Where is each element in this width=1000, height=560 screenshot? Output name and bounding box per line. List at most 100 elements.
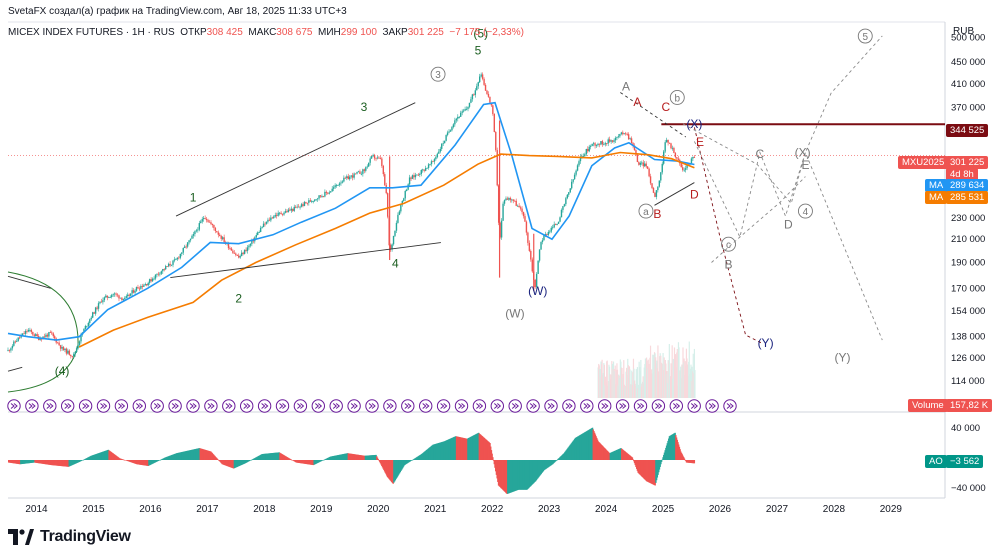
candle-body [140, 286, 142, 289]
ao-bar [575, 437, 577, 460]
candle-body [546, 234, 548, 235]
ao-bar [302, 460, 305, 464]
publish-line: SvetaFX создал(а) график на TradingView.… [8, 6, 347, 17]
ao-bar [640, 460, 643, 477]
candle-body [49, 332, 52, 333]
replay-marker-arrows [314, 403, 323, 409]
ao-bar [519, 460, 521, 490]
ao-bar [302, 460, 304, 464]
candle-body [665, 139, 668, 143]
ao-bar [116, 456, 118, 460]
ao-bar [417, 456, 419, 460]
ao-bar [319, 460, 322, 462]
ao-bar [388, 460, 391, 480]
candle-body [446, 132, 449, 136]
ao-bar [265, 453, 268, 460]
ao-bar [114, 455, 117, 460]
candle-body [16, 340, 18, 342]
triangle-upper [620, 92, 687, 138]
candle-body [661, 163, 663, 173]
candle-body [233, 252, 236, 254]
ao-tick-label: −40 000 [951, 483, 986, 494]
ao-bar [216, 458, 219, 460]
ao-bar [69, 460, 71, 467]
candle-body [433, 159, 436, 162]
ao-bar [17, 460, 20, 465]
time-tick-label: 2017 [196, 504, 219, 515]
ao-bar [622, 449, 624, 460]
currency-label[interactable]: RUB [953, 26, 975, 37]
candle-body [350, 175, 352, 177]
ao-bar [343, 453, 345, 460]
ao-bar [305, 460, 308, 465]
ao-bar [356, 454, 359, 460]
candle-body [43, 336, 46, 338]
candle-body [80, 334, 82, 342]
ma-blue-line [7, 101, 695, 341]
ao-bar [385, 460, 387, 475]
ao-bar [106, 450, 109, 460]
tradingview-logo[interactable]: TradingView [8, 528, 131, 546]
candle-body [125, 296, 127, 298]
ao-bar [143, 460, 145, 466]
ao-bar [91, 455, 93, 460]
candle-body [424, 168, 427, 171]
candle-body [543, 235, 545, 241]
candle-body [277, 212, 279, 216]
candle-body [451, 127, 453, 131]
ao-bar [466, 438, 468, 460]
ao-bar [340, 454, 342, 460]
ao-bar [376, 457, 379, 460]
symbol-title[interactable]: MICEX INDEX FUTURES · 1H · RUS [8, 27, 175, 38]
ao-bar [227, 460, 229, 467]
candle-body [503, 200, 506, 204]
volume-bar [631, 370, 633, 398]
ao-bar [586, 430, 589, 460]
candle-body [449, 130, 452, 132]
ao-bar [342, 454, 345, 460]
ao-bar [529, 460, 531, 487]
candle-body [112, 294, 114, 296]
replay-marker-arrows [64, 403, 72, 409]
ao-bar [584, 431, 587, 460]
candle-body [641, 162, 643, 164]
ao-bar [673, 433, 676, 460]
ao-bar [299, 460, 302, 464]
ao-bar [620, 448, 622, 460]
candle-body [68, 350, 71, 355]
ao-bar [131, 460, 134, 463]
ao-bar [221, 460, 224, 465]
ao-bar [84, 458, 87, 460]
ao-bar [685, 460, 687, 462]
ao-bar [73, 460, 75, 465]
candle-body [674, 152, 677, 158]
ao-bar [438, 442, 441, 460]
ao-bar [368, 455, 370, 460]
candle-body [238, 255, 240, 258]
ao-bar [613, 451, 615, 460]
ao-bar [30, 460, 32, 463]
ao-bar [37, 460, 40, 464]
ao-bar [42, 460, 44, 464]
ao-bar [614, 450, 617, 460]
candle-body [251, 240, 253, 244]
ao-bar [599, 443, 602, 460]
ao-bar [360, 455, 362, 460]
candle-body [360, 173, 363, 175]
candle-body [692, 156, 694, 159]
ao-bar [356, 454, 358, 460]
ao-bar [639, 460, 641, 475]
ao-bar [555, 460, 557, 461]
ao-bar [301, 460, 303, 464]
ao-bar [556, 459, 559, 460]
ao-bar [448, 439, 450, 460]
ao-bar [582, 433, 584, 460]
candle-body [24, 331, 27, 334]
ma2-name-tag: MA [925, 191, 948, 204]
candle-body [113, 293, 116, 295]
candle-body [652, 187, 655, 193]
ao-bar [294, 460, 297, 463]
replay-marker-arrows [100, 403, 108, 409]
replay-marker-arrows [619, 403, 627, 409]
candle-body [366, 166, 368, 168]
